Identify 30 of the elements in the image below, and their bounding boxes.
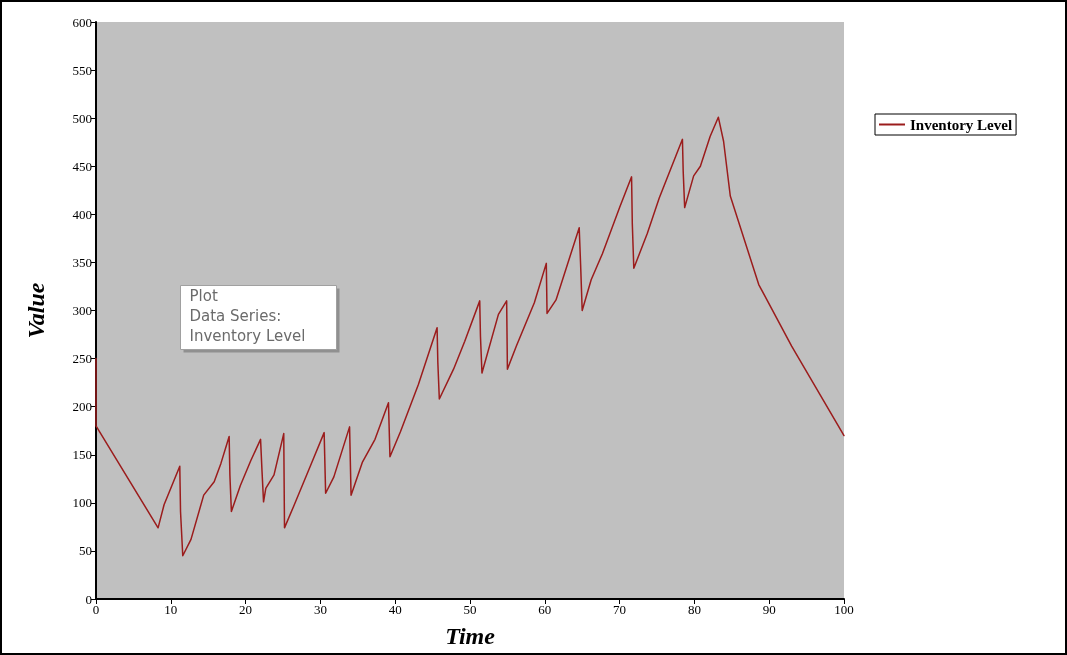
y-tick-label: 200	[72, 399, 92, 415]
annotation: Plot	[189, 287, 218, 305]
y-tick-label: 50	[79, 543, 92, 559]
x-tick-label: 90	[762, 602, 776, 617]
line-series	[95, 116, 845, 557]
y-tick-label: 250	[72, 351, 92, 367]
y-tick-label: 500	[72, 110, 92, 126]
x-tick-label: 40	[388, 602, 402, 617]
x-tick-label: 10	[164, 602, 178, 617]
y-tick-label: 300	[72, 303, 92, 318]
x-axis-title: Time	[445, 623, 496, 649]
legend-label: Inventory Level	[910, 116, 1013, 133]
x-tick-label: 50	[463, 602, 477, 617]
y-tick-label: 0	[85, 591, 92, 607]
x-tick-label: 100	[834, 602, 854, 617]
annotation: Data Series:	[189, 307, 282, 325]
y-axis-title: Value	[23, 282, 49, 339]
y-tick-label: 100	[72, 495, 92, 511]
y-tick-label: 600	[72, 14, 92, 30]
annotation: Inventory Level	[189, 327, 306, 345]
x-tick-label: 60	[538, 602, 552, 617]
y-tick-label: 400	[72, 206, 92, 222]
y-tick-label: 550	[72, 62, 92, 78]
x-tick-label: 80	[687, 602, 701, 617]
y-tick-label: 450	[72, 158, 92, 174]
x-tick-label: 70	[613, 602, 627, 617]
x-tick-label: 20	[239, 602, 253, 617]
y-tick-label: 350	[72, 254, 92, 270]
x-tick-label: 30	[313, 602, 327, 617]
y-tick-label: 150	[72, 447, 92, 463]
